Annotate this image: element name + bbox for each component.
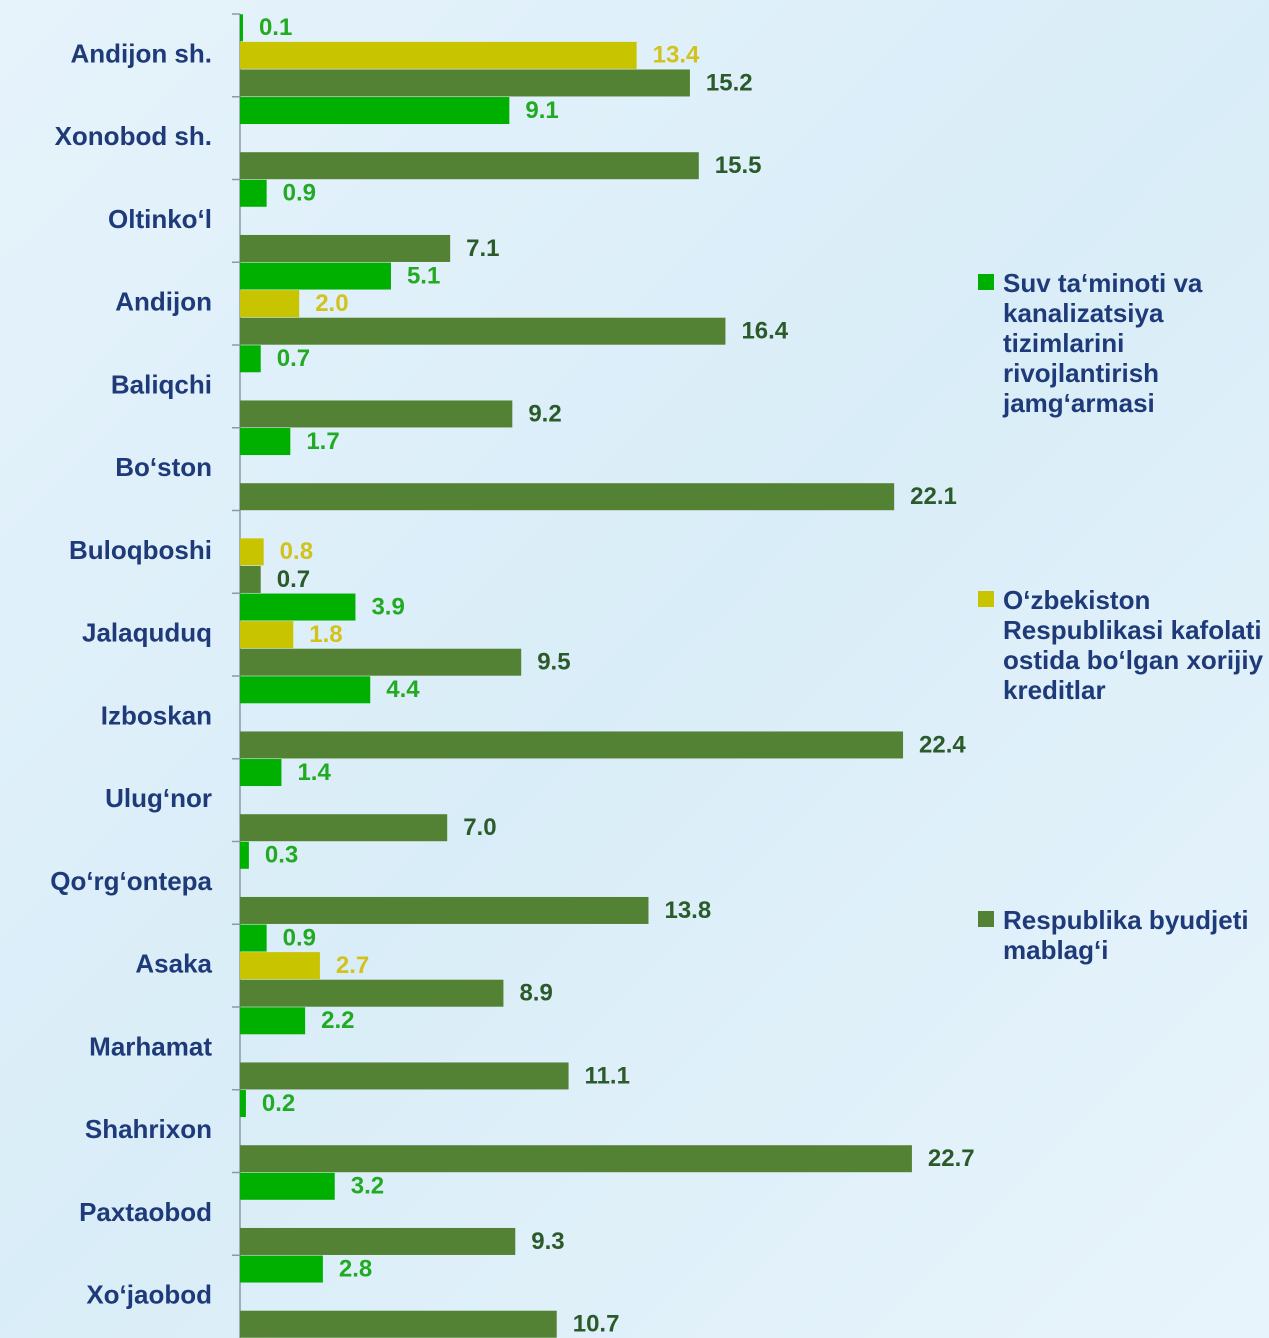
data-label: 15.5 — [715, 152, 762, 179]
legend-item: O‘zbekiston Respublikasi kafolati ostida… — [978, 585, 1269, 705]
y-tick-label: Andijon — [115, 287, 212, 317]
legend-label: Suv ta‘minoti va kanalizatsiya tizimlari… — [1003, 268, 1203, 418]
data-label: 4.4 — [386, 676, 420, 703]
bar — [240, 1145, 912, 1173]
bar — [240, 1255, 323, 1283]
data-label: 11.1 — [585, 1062, 630, 1089]
bar — [240, 317, 726, 345]
data-label: 5.1 — [407, 262, 440, 289]
bar — [240, 593, 356, 621]
bar — [240, 1227, 516, 1255]
data-label: 9.1 — [525, 97, 558, 124]
y-tick-label: Bo‘ston — [115, 452, 212, 482]
y-tick-label: Ulug‘nor — [105, 783, 212, 813]
y-tick-label: Qo‘rg‘ontepa — [50, 866, 212, 896]
bar — [240, 1172, 335, 1200]
data-label: 2.0 — [315, 290, 348, 317]
y-tick-label: Oltinko‘l — [108, 204, 212, 234]
data-label: 22.1 — [910, 483, 957, 510]
y-tick-label: Jalaquduq — [82, 618, 212, 648]
data-label: 0.9 — [283, 180, 316, 207]
legend-item: Respublika byudjeti mablag‘i — [978, 905, 1269, 965]
bar — [240, 234, 451, 262]
bar — [240, 483, 895, 511]
bar — [240, 14, 243, 42]
bar — [240, 97, 510, 125]
bar — [240, 538, 264, 566]
bar — [240, 952, 320, 980]
data-label: 3.9 — [371, 593, 404, 620]
data-label: 0.3 — [265, 842, 298, 869]
bar — [240, 896, 649, 924]
data-label: 2.2 — [321, 1007, 354, 1034]
data-label: 0.8 — [280, 538, 313, 565]
bar — [240, 841, 249, 869]
bar — [240, 41, 637, 69]
bar — [240, 676, 371, 704]
data-label: 22.4 — [919, 731, 966, 758]
bar — [240, 1310, 557, 1338]
data-label: 10.7 — [573, 1311, 620, 1338]
bar — [240, 621, 294, 649]
y-tick-label: Xonobod sh. — [55, 121, 212, 151]
y-tick-label: Paxtaobod — [79, 1197, 212, 1227]
data-label: 2.8 — [339, 1255, 372, 1282]
legend-swatch — [978, 274, 994, 290]
bar — [240, 759, 282, 787]
bar — [240, 1062, 569, 1090]
bar — [240, 69, 690, 97]
bar — [240, 1007, 306, 1035]
bar — [240, 345, 261, 373]
bar — [240, 648, 522, 676]
y-tick-label: Baliqchi — [111, 369, 212, 399]
data-label: 0.9 — [283, 924, 316, 951]
bar — [240, 565, 261, 593]
data-label: 13.4 — [653, 42, 700, 69]
data-label: 9.5 — [537, 649, 570, 676]
data-label: 7.1 — [466, 235, 499, 262]
legend-swatch — [978, 591, 994, 607]
data-label: 1.4 — [297, 759, 331, 786]
bar — [240, 814, 448, 842]
bar — [240, 979, 504, 1007]
data-label: 9.3 — [531, 1228, 564, 1255]
y-tick-label: Izboskan — [101, 700, 212, 730]
data-label: 0.7 — [277, 566, 310, 593]
y-tick-label: Andijon sh. — [70, 38, 212, 68]
data-label: 1.7 — [306, 428, 339, 455]
data-label: 1.8 — [309, 621, 342, 648]
y-tick-label: Asaka — [135, 949, 212, 979]
y-tick-label: Shahrixon — [85, 1114, 212, 1144]
bar — [240, 290, 300, 318]
data-label: 7.0 — [463, 814, 496, 841]
legend-swatch — [978, 911, 994, 927]
bar — [240, 731, 904, 759]
bar — [240, 400, 513, 428]
data-label: 0.1 — [259, 14, 292, 41]
data-label: 2.7 — [336, 952, 369, 979]
bar — [240, 924, 267, 952]
legend-label: O‘zbekiston Respublikasi kafolati ostida… — [1003, 585, 1264, 705]
data-label: 13.8 — [664, 897, 711, 924]
data-label: 15.2 — [706, 69, 753, 96]
legend-item: Suv ta‘minoti va kanalizatsiya tizimlari… — [978, 268, 1269, 418]
data-label: 3.2 — [351, 1173, 384, 1200]
bar — [240, 1090, 246, 1118]
data-label: 0.7 — [277, 345, 310, 372]
bar — [240, 179, 267, 207]
legend-label: Respublika byudjeti mablag‘i — [1003, 905, 1249, 965]
bar — [240, 152, 699, 180]
data-label: 22.7 — [928, 1145, 975, 1172]
y-tick-label: Marhamat — [89, 1031, 212, 1061]
data-label: 0.2 — [262, 1090, 295, 1117]
data-label: 9.2 — [528, 400, 561, 427]
bar — [240, 262, 391, 290]
y-tick-label: Buloqboshi — [69, 535, 212, 565]
data-label: 16.4 — [741, 318, 788, 345]
y-tick-label: Xo‘jaobod — [86, 1280, 212, 1310]
bar — [240, 428, 291, 456]
data-label: 8.9 — [519, 980, 552, 1007]
